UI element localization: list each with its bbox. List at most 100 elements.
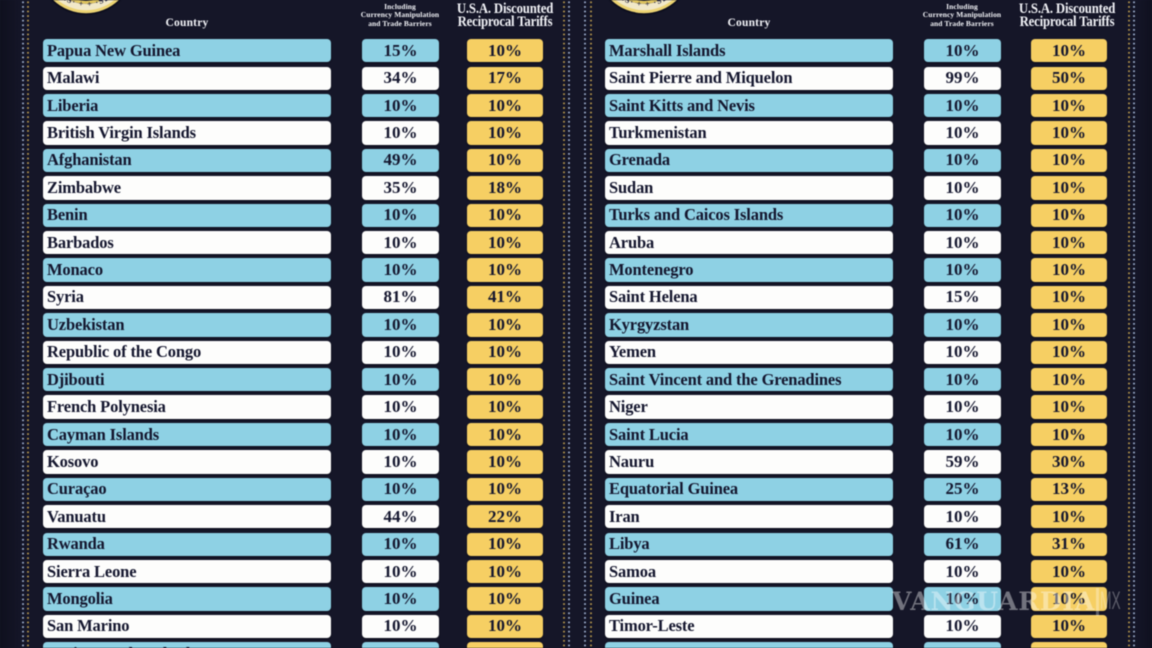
reciprocal-tariff-cell: 10% [1031,340,1107,364]
reciprocal-tariff-value: 10% [488,397,522,417]
country-cell: Nauru [605,450,893,474]
tariffs-charged-cell: 10% [362,395,439,419]
country-name: Benin [47,205,88,225]
tariffs-charged-value: 99% [945,68,980,88]
country-cell: Syria [43,285,331,310]
table-row: Barbados 10% 10% [0,231,576,255]
country-name: Djibouti [47,369,105,389]
country-cell: Cayman Islands [43,422,331,447]
country-name: Zimbabwe [47,177,121,197]
reciprocal-tariff-value: 10% [488,561,522,581]
reciprocal-tariff-value: 41% [488,287,522,307]
country-name: Curaçao [47,479,107,499]
country-name: Marshall Islands [609,40,726,60]
reciprocal-tariff-value: 31% [1052,534,1086,554]
tariffs-charged-value: 34% [383,68,418,88]
reciprocal-tariff-cell: 10% [467,340,543,364]
table-row: Yemen 10% 10% [562,340,1138,364]
country-name: Kyrgyzstan [609,314,690,334]
reciprocal-tariff-value: 30% [1052,451,1086,471]
reciprocal-tariff-value: 10% [488,369,522,389]
tariffs-charged-cell: 10% [924,176,1001,200]
tariff-board-left: TES· + + ·SEA Country to the U.S.A. Incl… [0,0,576,648]
reciprocal-tariff-value: 17% [488,68,522,88]
reciprocal-tariff-cell: 10% [1031,559,1107,584]
reciprocal-tariff-cell: 17% [467,66,543,90]
country-cell: Malawi [43,66,331,90]
table-row: Republic of the Congo 10% 10% [0,340,576,364]
table-row: Turkmenistan 10% 10% [562,121,1138,145]
tariffs-charged-value: 35% [383,177,418,197]
reciprocal-tariff-value: 10% [1052,616,1086,636]
country-name: Sudan [609,177,654,197]
reciprocal-tariff-cell: 10% [1031,39,1107,63]
tariffs-charged-value: 25% [945,479,980,499]
country-name: Montserrat [609,644,688,648]
reciprocal-tariff-cell: 31% [1031,532,1107,556]
reciprocal-tariff-cell: 10% [467,559,543,584]
country-cell: Aruba [605,231,893,255]
country-cell: Republic of the Congo [43,340,331,364]
tariffs-charged-cell: 15% [924,285,1001,310]
country-cell: Barbados [43,231,331,255]
reciprocal-tariff-value: 10% [1052,314,1086,334]
reciprocal-tariff-cell: 10% [1031,94,1107,118]
tariffs-charged-cell: 10% [362,121,439,145]
tariffs-charged-cell: 10% [362,532,439,556]
table-row: Syria 81% 41% [0,285,576,310]
table-row: Monaco 10% 10% [0,258,576,282]
table-row: Saint Lucia 10% 10% [562,422,1138,447]
country-cell: Saint Lucia [605,422,893,447]
country-cell: Monaco [43,258,331,282]
tariffs-charged-cell: 61% [924,532,1001,556]
reciprocal-tariff-value: 10% [1052,369,1086,389]
tariffs-charged-value: 10% [383,561,418,581]
country-cell: Saint Pierre and Miquelon [605,66,893,90]
tariffs-charged-cell: 10% [924,39,1001,63]
country-cell: Marshall Islands [605,39,893,63]
country-cell: Guinea [605,587,893,611]
right-edge-vignette [1136,0,1152,648]
tariffs-charged-cell: 10% [924,368,1001,392]
tariffs-charged-cell: 10% [924,587,1001,611]
reciprocal-tariff-value: 10% [1052,287,1086,307]
reciprocal-tariff-cell: 10% [1031,121,1107,145]
tariffs-charged-cell: 59% [924,450,1001,474]
reciprocal-tariff-cell: 10% [467,313,543,337]
country-cell: Liberia [43,94,331,118]
tariffs-charged-value: 10% [383,95,418,115]
tariffs-charged-value: 10% [945,616,980,636]
tariffs-charged-cell: 10% [362,450,439,474]
country-name: Iran [609,506,640,526]
table-row: Turks and Caicos Islands 10% 10% [562,203,1138,227]
tariffs-charged-value: 10% [383,397,418,417]
tariffs-charged-value: 59% [945,451,980,471]
tariffs-charged-value: 10% [945,177,980,197]
country-name: Rwanda [47,534,105,554]
tariffs-charged-cell: 10% [924,505,1001,529]
reciprocal-tariff-value: 10% [488,588,522,608]
tariffs-charged-cell: 34% [362,66,439,90]
reciprocal-tariff-value: 10% [1052,40,1086,60]
reciprocal-tariff-cell: 10% [1031,395,1107,419]
country-cell: Montenegro [605,258,893,282]
table-row: Malawi 34% 17% [0,66,576,90]
tariffs-charged-cell: 10% [924,203,1001,227]
tariffs-charged-cell: 10% [924,148,1001,173]
reciprocal-tariff-cell: 10% [1031,505,1107,529]
tariffs-charged-value: 10% [945,232,980,252]
table-row: Papua New Guinea 15% 10% [0,39,576,63]
border-dots-right-outer [1132,0,1135,648]
country-name: Monaco [47,260,103,280]
reciprocal-tariff-cell: 10% [1031,614,1107,639]
reciprocal-tariff-value: 10% [488,314,522,334]
reciprocal-tariff-cell: 10% [467,450,543,474]
tariffs-charged-value: 10% [945,205,980,225]
country-cell: Curaçao [43,477,331,501]
border-dots-right-inner [563,0,565,648]
table-row: Cayman Islands 10% 10% [0,422,576,447]
country-name: Equatorial Guinea [609,479,739,499]
reciprocal-tariff-cell: 22% [467,505,543,529]
tariffs-charged-cell: 10% [362,368,439,392]
tariffs-charged-cell: 10% [362,340,439,364]
